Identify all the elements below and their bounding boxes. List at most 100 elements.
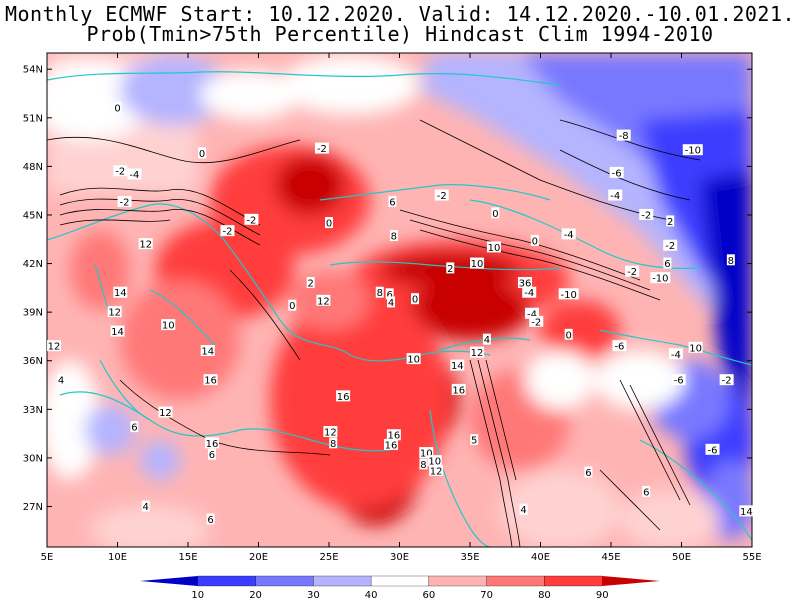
contour-label-bg bbox=[639, 208, 654, 220]
contour-label-text: -4 bbox=[610, 191, 620, 202]
contour-label-text: 12 bbox=[139, 240, 152, 251]
contour-label-bg bbox=[525, 307, 540, 319]
contour-label-bg bbox=[609, 166, 624, 178]
contour-label-text: 16 bbox=[337, 392, 350, 403]
contour-label-text: 16 bbox=[385, 440, 398, 451]
contour-label-bg bbox=[198, 147, 207, 159]
contour-label--2-e: -2 bbox=[244, 213, 259, 226]
contour-label-text: 14 bbox=[451, 361, 464, 372]
contour-label-16-b: 16 bbox=[451, 383, 466, 396]
contour-label-text: 4 bbox=[388, 298, 394, 309]
contour-label-text: -4 bbox=[564, 230, 574, 241]
colorbar-arrow-high bbox=[602, 576, 660, 586]
contour-label-text: -2 bbox=[641, 210, 651, 221]
contour-label-text: -4 bbox=[524, 288, 534, 299]
contour-label-0-h: 0 bbox=[564, 328, 573, 341]
contour-label-8-d: 8 bbox=[329, 437, 338, 450]
contour-label-layer: 0-2 -4-20 -20-2-26-208 0-8-10-6-4-22-4-26-1… bbox=[47, 102, 754, 526]
contour-label-36-a: 36 bbox=[517, 276, 532, 289]
contour-label--10-b: -10 bbox=[650, 272, 671, 285]
lon-label-30E: 30E bbox=[390, 552, 409, 563]
contour-label-6-f: 6 bbox=[584, 466, 593, 479]
contour-label-text: 0 bbox=[566, 330, 572, 341]
contour-label-bg bbox=[726, 254, 735, 266]
contour-label--4-b: -4 bbox=[561, 228, 576, 241]
contour-label-bg bbox=[608, 189, 623, 201]
contour-label-bg bbox=[705, 443, 720, 455]
contour-label--2-b: -2 bbox=[117, 196, 132, 209]
contour-label-bg bbox=[668, 348, 683, 360]
contour-label-text: -6 bbox=[612, 168, 622, 179]
contour-label-12-d: 12 bbox=[47, 340, 62, 353]
contour-label-6-h: 6 bbox=[206, 513, 215, 526]
latitude-axis: 54N 51N 48N 45N 42N 39N 36N 33N 30N 27N bbox=[23, 65, 752, 513]
contour-label-0-d: 0 bbox=[491, 207, 500, 220]
lat-label-45N: 45N bbox=[23, 210, 43, 221]
contour-label-bg bbox=[450, 359, 465, 371]
colorbar-label-90: 90 bbox=[596, 590, 609, 600]
contour-label-text: 10 bbox=[407, 355, 420, 366]
lon-label-15E: 15E bbox=[178, 552, 197, 563]
lat-label-42N: 42N bbox=[23, 259, 43, 270]
contour-label-0-b: 0 bbox=[198, 147, 207, 160]
contour-label-bg bbox=[584, 466, 593, 478]
lat-label-30N: 30N bbox=[23, 453, 43, 464]
colorbar-segment-3 bbox=[313, 575, 372, 587]
lon-label-5E: 5E bbox=[41, 552, 54, 563]
contour-label-text: -6 bbox=[708, 445, 718, 456]
lon-label-20E: 20E bbox=[249, 552, 268, 563]
contour-label-text: -10 bbox=[685, 146, 701, 157]
contour-label-4-d: 4 bbox=[141, 500, 150, 513]
contour-label-14-b: 14 bbox=[110, 325, 125, 338]
colorbar-segment-6 bbox=[486, 575, 545, 587]
contour-label-bg bbox=[388, 196, 397, 208]
contour-label-bg bbox=[406, 353, 421, 365]
contour-label-text: 16 bbox=[204, 376, 217, 387]
contour-label-bg bbox=[329, 437, 338, 449]
contour-label-10-a: 10 bbox=[486, 241, 501, 254]
contour-label-text: -2 bbox=[115, 167, 125, 178]
contour-label-bg bbox=[446, 262, 455, 274]
contour-label-text: -2 bbox=[665, 241, 675, 252]
lon-label-45E: 45E bbox=[601, 552, 620, 563]
contour-label-bg bbox=[666, 215, 675, 227]
contour-label-bg bbox=[207, 448, 216, 460]
contour-label-text: 12 bbox=[471, 348, 484, 359]
colorbar-label-60: 60 bbox=[423, 590, 436, 600]
contour-label-bg bbox=[325, 217, 333, 229]
colorbar-segment-2 bbox=[255, 575, 314, 587]
contour-label-12-g: 12 bbox=[323, 426, 338, 439]
contour-label-6-a: 6 bbox=[388, 196, 397, 209]
colorbar-label-20: 20 bbox=[249, 590, 262, 600]
contour-label-text: 6 bbox=[389, 198, 395, 209]
contour-label-bg bbox=[470, 346, 485, 358]
contour-label-text: 14 bbox=[740, 507, 753, 518]
contour-label-bg bbox=[107, 306, 122, 318]
lon-label-25E: 25E bbox=[319, 552, 338, 563]
contour-label-text: 12 bbox=[159, 408, 172, 419]
contour-label--2-i: -2 bbox=[625, 265, 640, 278]
contour-label-text: -4 bbox=[671, 350, 681, 361]
contour-label-bg bbox=[117, 196, 132, 208]
contour-label-text: 14 bbox=[201, 347, 214, 358]
contour-label--4-c: -4 bbox=[522, 286, 537, 299]
contour-label-bg bbox=[530, 234, 539, 246]
contour-label-8-b: 8 bbox=[726, 254, 735, 267]
contour-label-bg bbox=[719, 374, 734, 386]
contour-label--2-j: -2 bbox=[529, 315, 544, 328]
contour-label-text: 10 bbox=[471, 259, 484, 270]
contour-label-text: 6 bbox=[209, 450, 215, 461]
contour-label-16-e: 16 bbox=[204, 437, 219, 450]
contour-label-4-b: 4 bbox=[482, 333, 491, 346]
contour-label--8-a: -8 bbox=[616, 129, 631, 142]
contour-label-bg bbox=[386, 429, 401, 441]
contour-label-text: 6 bbox=[664, 259, 670, 270]
contour-label-bg bbox=[375, 286, 384, 298]
contour-label-bg bbox=[244, 213, 259, 225]
contour-label-bg bbox=[204, 437, 219, 449]
colorbar-label-70: 70 bbox=[480, 590, 493, 600]
contour-label-text: -2 bbox=[627, 267, 637, 278]
lat-label-27N: 27N bbox=[23, 502, 43, 513]
contour-label-text: 8 bbox=[330, 439, 336, 450]
contour-label-bg bbox=[141, 500, 150, 512]
